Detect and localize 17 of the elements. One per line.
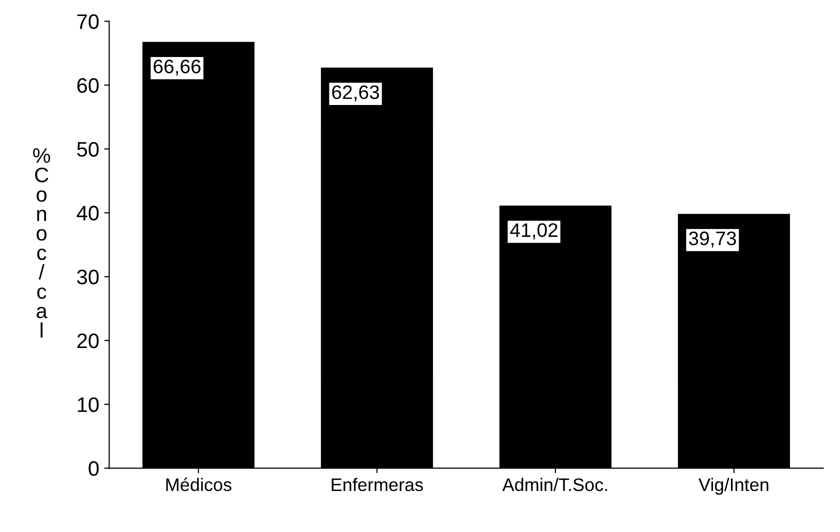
y-tick-label: 10 bbox=[78, 397, 99, 412]
data-label: 39,73 bbox=[688, 232, 736, 248]
y-tick-label: 50 bbox=[77, 142, 99, 157]
data-label: 41,02 bbox=[510, 223, 558, 240]
y-tick-label: 60 bbox=[77, 78, 99, 93]
y-tick-label: 30 bbox=[77, 270, 99, 284]
data-label: 62,63 bbox=[332, 85, 380, 102]
x-tick-label: Médicos bbox=[166, 478, 232, 492]
y-tick-label: 70 bbox=[77, 14, 99, 30]
data-label: 66,66 bbox=[154, 60, 201, 76]
text: % Conoc/cal bbox=[33, 148, 50, 338]
y-tick-label: 40 bbox=[76, 206, 99, 221]
y-tick-label: 20 bbox=[77, 333, 99, 348]
x-tick-label: Admin/T.Soc. bbox=[502, 478, 607, 492]
x-tick-label: Vig/Inten bbox=[698, 478, 768, 495]
y-tick-label: 0 bbox=[88, 461, 99, 476]
x-tick-label: Enfermeras bbox=[332, 478, 423, 492]
